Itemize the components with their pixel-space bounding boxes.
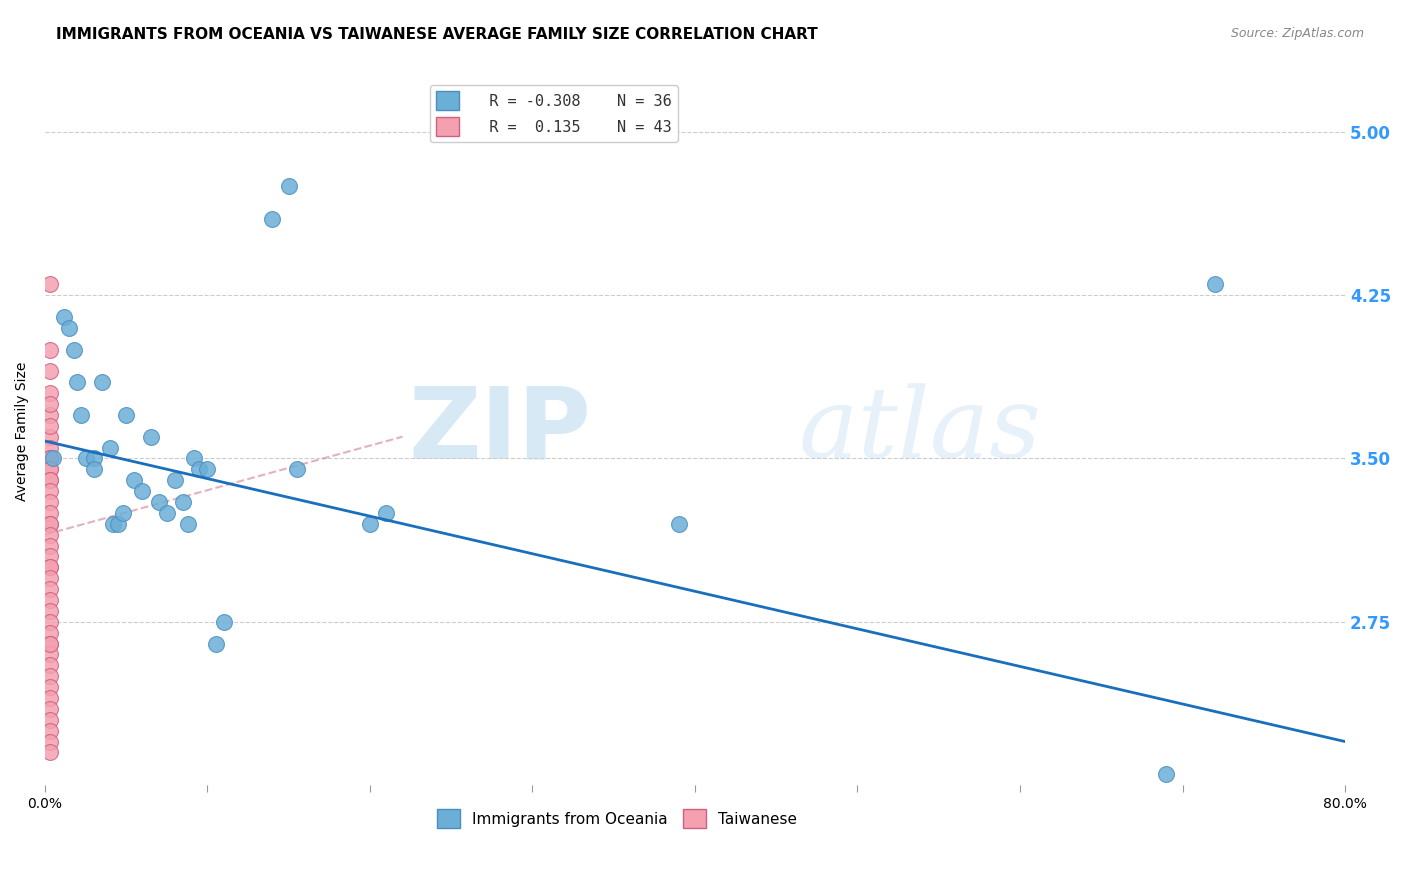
Point [90, 376, 112, 390]
Point [38, 702, 60, 716]
Point [262, 211, 284, 226]
Point [38, 441, 60, 455]
Point [38, 364, 60, 378]
Point [42, 451, 65, 466]
Point [38, 451, 60, 466]
Point [38, 648, 60, 662]
Point [139, 430, 162, 444]
Point [38, 691, 60, 706]
Point [1154, 767, 1177, 781]
Point [38, 516, 60, 531]
Point [163, 473, 186, 487]
Point [83, 451, 105, 466]
Point [38, 462, 60, 476]
Point [148, 495, 170, 509]
Point [98, 441, 121, 455]
Point [38, 571, 60, 585]
Point [1204, 277, 1226, 292]
Point [188, 462, 211, 476]
Point [38, 408, 60, 422]
Point [172, 495, 194, 509]
Point [38, 527, 60, 541]
Point [38, 713, 60, 727]
Point [124, 473, 146, 487]
Legend: Immigrants from Oceania, Taiwanese: Immigrants from Oceania, Taiwanese [430, 803, 803, 834]
Point [38, 397, 60, 411]
Point [38, 473, 60, 487]
Point [75, 451, 97, 466]
Point [38, 495, 60, 509]
Point [131, 484, 153, 499]
Text: IMMIGRANTS FROM OCEANIA VS TAIWANESE AVERAGE FAMILY SIZE CORRELATION CHART: IMMIGRANTS FROM OCEANIA VS TAIWANESE AVE… [56, 27, 818, 42]
Point [38, 506, 60, 520]
Point [38, 560, 60, 574]
Point [38, 636, 60, 650]
Point [38, 723, 60, 738]
Point [38, 343, 60, 357]
Point [38, 593, 60, 607]
Point [38, 625, 60, 640]
Text: atlas: atlas [799, 384, 1042, 479]
Point [103, 516, 125, 531]
Point [38, 462, 60, 476]
Point [38, 430, 60, 444]
Point [63, 343, 86, 357]
Point [83, 462, 105, 476]
Point [197, 462, 219, 476]
Point [38, 615, 60, 629]
Point [38, 560, 60, 574]
Point [107, 516, 129, 531]
Point [38, 516, 60, 531]
Point [38, 386, 60, 401]
Point [277, 179, 299, 194]
Point [38, 746, 60, 760]
Point [38, 636, 60, 650]
Point [38, 451, 60, 466]
Point [58, 321, 80, 335]
Point [204, 636, 226, 650]
Point [111, 506, 134, 520]
Point [115, 408, 138, 422]
Point [375, 506, 398, 520]
Point [668, 516, 690, 531]
Point [38, 582, 60, 596]
Point [38, 549, 60, 564]
Point [38, 680, 60, 694]
Point [359, 516, 381, 531]
Point [53, 310, 76, 324]
Point [285, 462, 308, 476]
Point [38, 473, 60, 487]
Point [156, 506, 179, 520]
Y-axis label: Average Family Size: Average Family Size [15, 361, 30, 501]
Point [38, 484, 60, 499]
Point [69, 408, 91, 422]
Point [38, 277, 60, 292]
Point [38, 418, 60, 433]
Point [38, 604, 60, 618]
Point [38, 658, 60, 673]
Text: ZIP: ZIP [408, 383, 591, 480]
Point [212, 615, 235, 629]
Text: Source: ZipAtlas.com: Source: ZipAtlas.com [1230, 27, 1364, 40]
Point [183, 451, 205, 466]
Point [38, 669, 60, 683]
Point [38, 734, 60, 748]
Point [38, 539, 60, 553]
Point [66, 376, 89, 390]
Point [177, 516, 200, 531]
